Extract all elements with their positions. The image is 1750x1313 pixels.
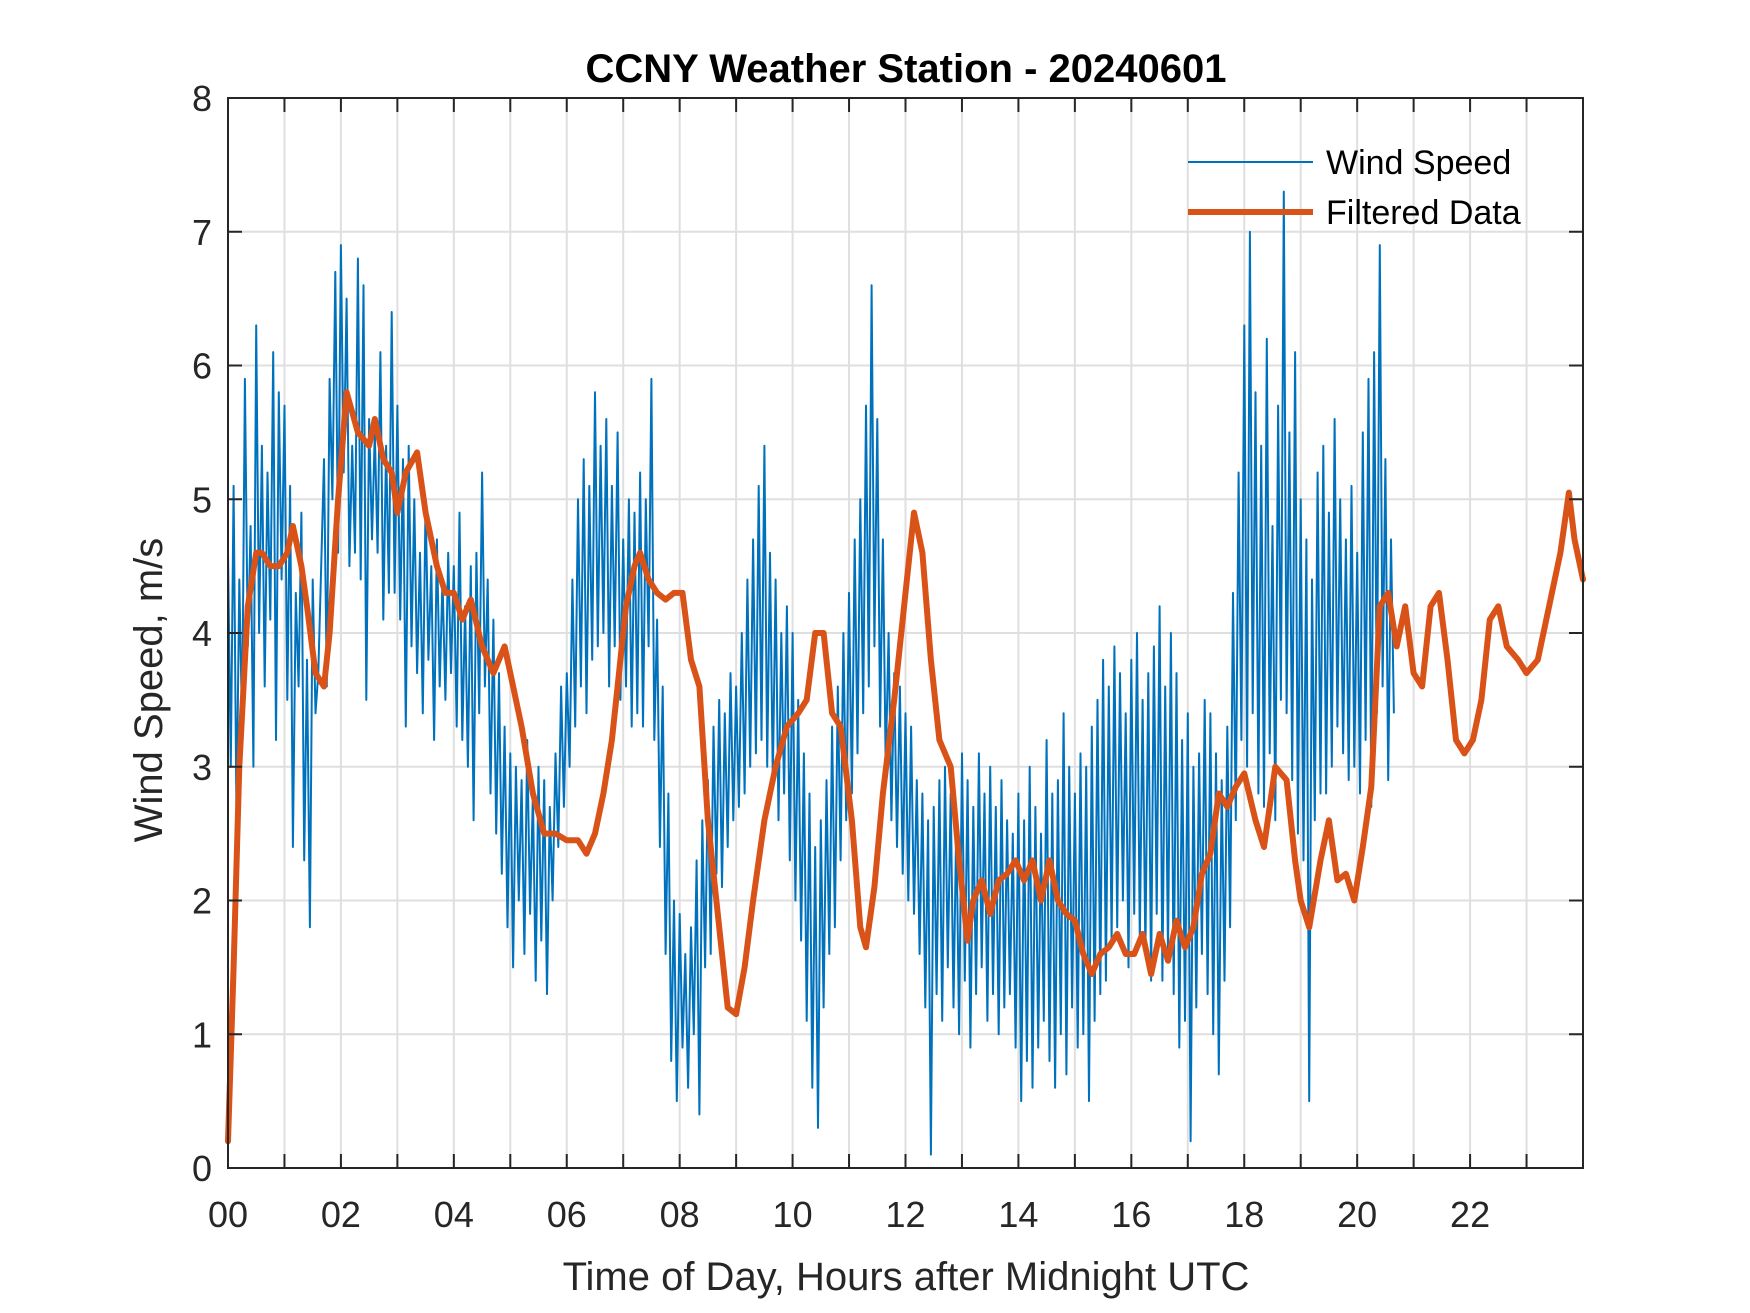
legend-label-wind-speed: Wind Speed <box>1326 144 1511 182</box>
chart-title: CCNY Weather Station - 20240601 <box>586 47 1227 91</box>
wind-speed-line <box>227 190 1395 1156</box>
legend: Wind Speed Filtered Data <box>1188 144 1521 232</box>
x-tick-label: 12 <box>885 1194 925 1235</box>
y-axis-label: Wind Speed, m/s <box>127 538 171 843</box>
x-tick-label: 18 <box>1224 1194 1264 1235</box>
y-tick-label: 2 <box>192 881 212 922</box>
x-tick-label: 20 <box>1337 1194 1377 1235</box>
y-tick-label: 6 <box>192 346 212 387</box>
filtered-data-series <box>225 389 1586 1145</box>
x-axis-label: Time of Day, Hours after Midnight UTC <box>563 1255 1250 1299</box>
x-tick-label: 02 <box>321 1194 361 1235</box>
axes-box <box>227 97 1584 1169</box>
y-tick-label: 3 <box>192 747 212 788</box>
wind-speed-series <box>227 190 1395 1156</box>
x-tick-label: 06 <box>547 1194 587 1235</box>
y-tick-label: 7 <box>192 212 212 253</box>
x-tick-label: 00 <box>208 1194 248 1235</box>
filtered-data-line <box>225 389 1586 1145</box>
x-tick-label: 10 <box>773 1194 813 1235</box>
x-tick-label: 04 <box>434 1194 474 1235</box>
legend-label-filtered-data: Filtered Data <box>1326 194 1521 232</box>
x-tick-label: 14 <box>998 1194 1038 1235</box>
y-tick-label: 0 <box>192 1148 212 1189</box>
y-tick-label: 4 <box>192 613 212 654</box>
x-tick-label: 16 <box>1111 1194 1151 1235</box>
y-tick-label: 1 <box>192 1014 212 1055</box>
x-tick-label: 22 <box>1450 1194 1490 1235</box>
axes <box>227 97 1584 1169</box>
y-tick-label: 5 <box>192 479 212 520</box>
y-tick-label: 8 <box>192 78 212 119</box>
x-tick-label: 08 <box>660 1194 700 1235</box>
